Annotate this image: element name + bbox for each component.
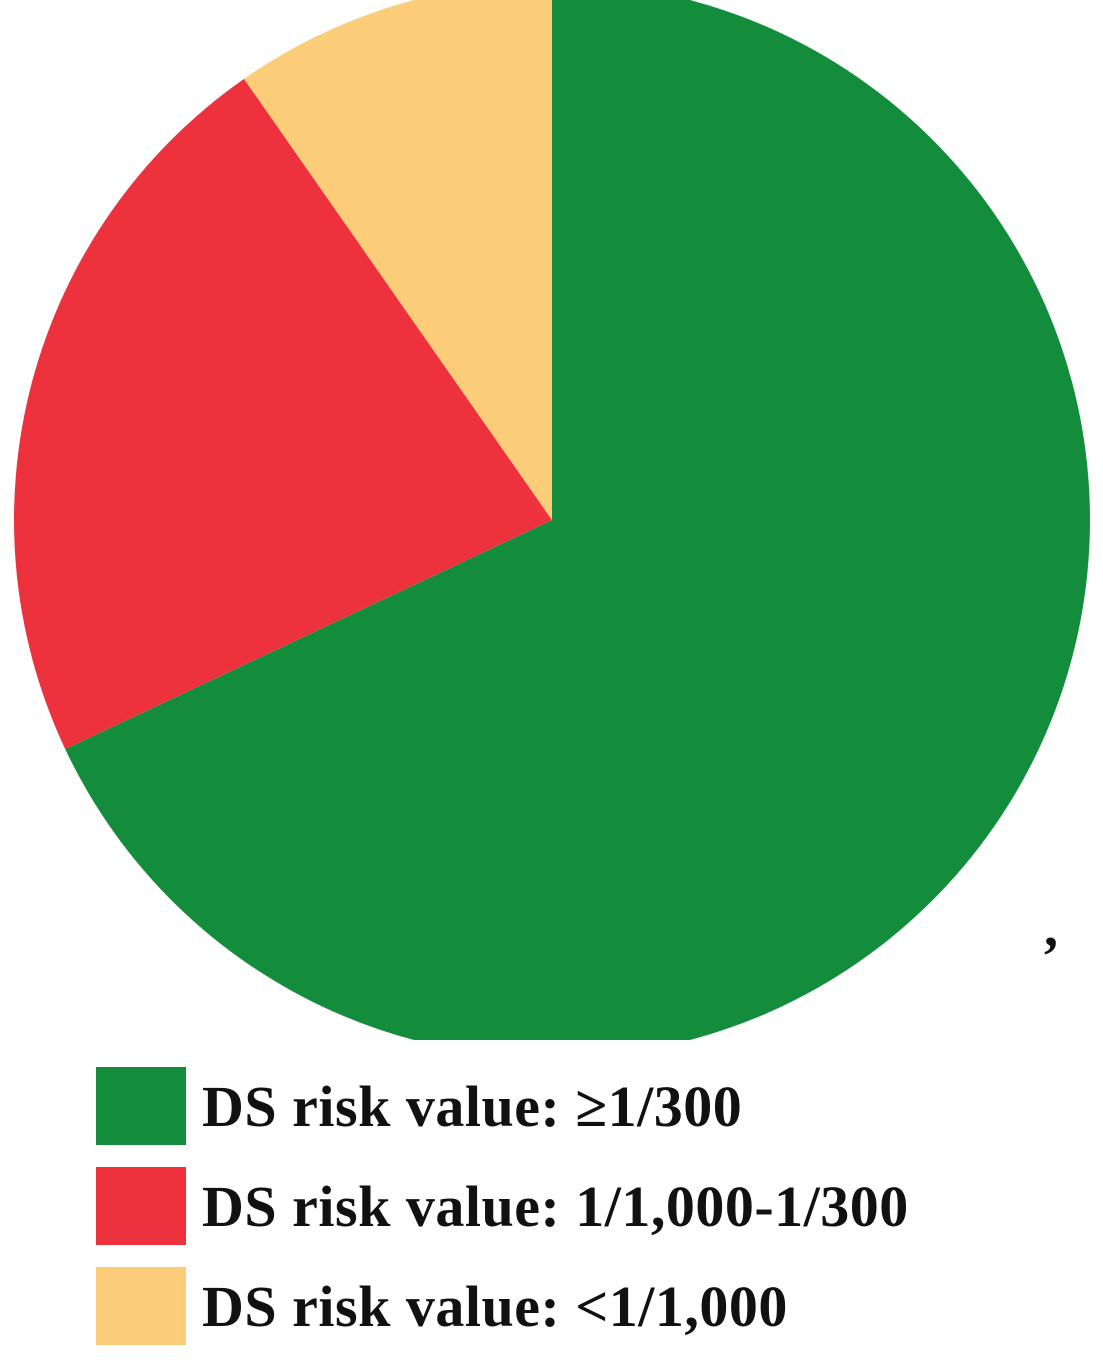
legend-item-high-risk: DS risk value: ≥1/300 [96,1060,1056,1152]
legend-label-low-risk: DS risk value: <1/1,000 [202,1273,788,1339]
legend-item-low-risk: DS risk value: <1/1,000 [96,1260,1056,1352]
legend-item-intermediate-risk: DS risk value: 1/1,000-1/300 [96,1160,1056,1252]
legend-swatch-high-risk [96,1067,186,1145]
legend-swatch-low-risk [96,1267,186,1345]
legend: DS risk value: ≥1/300 DS risk value: 1/1… [96,1060,1056,1360]
pie-slice-low-risk [244,0,552,520]
legend-swatch-intermediate-risk [96,1167,186,1245]
pie-slice-intermediate-risk [13,78,553,750]
pie-chart [13,0,1090,1040]
legend-label-high-risk: DS risk value: ≥1/300 [202,1073,743,1139]
pie-slice-high-risk [65,0,1090,1040]
legend-label-intermediate-risk: DS risk value: 1/1,000-1/300 [202,1173,909,1239]
stray-comma: , [1044,897,1058,959]
